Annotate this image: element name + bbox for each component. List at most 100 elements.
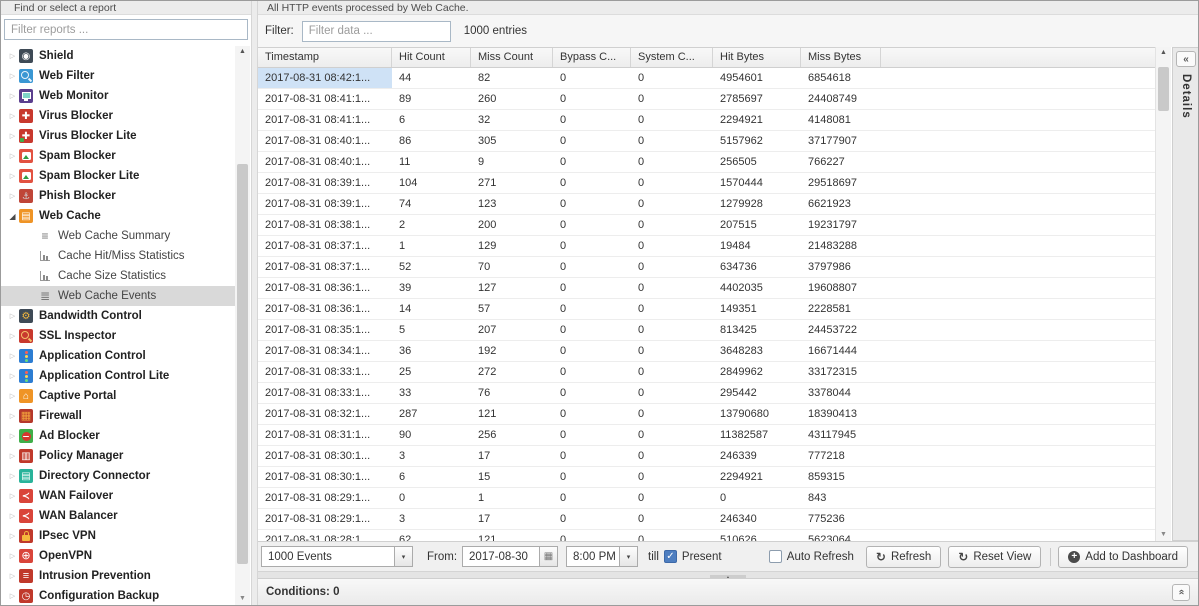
sidebar-scrollbar-thumb[interactable] (237, 164, 248, 564)
table-cell[interactable]: 766227 (808, 156, 845, 168)
table-cell[interactable]: 2017-08-31 08:31:1... (265, 429, 371, 441)
table-cell[interactable]: 0 (560, 114, 567, 126)
table-row[interactable]: 2017-08-31 08:33:1... 25 272 0 0 2849962 33172… (258, 362, 1155, 383)
table-cell[interactable]: 6854618 (808, 72, 851, 84)
collapsed-arrow-icon[interactable]: ▷ (9, 153, 16, 160)
table-cell[interactable]: 17 (478, 450, 491, 462)
table-cell[interactable]: 33172315 (808, 366, 857, 378)
table-cell[interactable]: 3648283 (720, 345, 763, 357)
sidebar-item-ipsec-vpn[interactable]: ▷ IPsec VPN (1, 526, 235, 546)
table-row[interactable]: 2017-08-31 08:36:1... 39 127 0 0 4402035 19608… (258, 278, 1155, 299)
table-cell[interactable]: 4954601 (720, 72, 763, 84)
table-cell[interactable]: 19231797 (808, 219, 857, 231)
table-cell[interactable]: 2017-08-31 08:38:1... (265, 219, 371, 231)
table-cell[interactable]: 70 (478, 261, 491, 273)
table-cell[interactable]: 0 (638, 114, 645, 126)
table-row[interactable]: 2017-08-31 08:29:1... 0 1 0 0 0 843 (258, 488, 1155, 509)
reset-view-button[interactable]: ↻ Reset View (948, 545, 1042, 568)
table-scrollbar-thumb[interactable] (1158, 67, 1169, 111)
table-cell[interactable]: 11382587 (720, 429, 769, 441)
table-cell[interactable]: 17 (478, 513, 491, 525)
table-cell[interactable]: 0 (560, 387, 567, 399)
table-row[interactable]: 2017-08-31 08:39:1... 104 271 0 0 1570444 2951… (258, 173, 1155, 194)
table-row[interactable]: 2017-08-31 08:28:1... 62 121 0 0 510626 562306… (258, 530, 1155, 541)
collapsed-arrow-icon[interactable]: ▷ (9, 173, 16, 180)
table-cell[interactable]: 0 (560, 450, 567, 462)
table-cell[interactable]: 0 (638, 282, 645, 294)
panel-splitter[interactable] (251, 1, 258, 605)
table-cell[interactable]: 1 (399, 240, 406, 252)
table-cell[interactable]: 0 (638, 303, 645, 315)
data-filter-input[interactable] (301, 20, 451, 42)
table-cell[interactable]: 0 (638, 240, 645, 252)
table-cell[interactable]: 192 (478, 345, 497, 357)
present-checkbox[interactable]: ✓ (663, 550, 677, 563)
sidebar-scrollbar[interactable]: ▲ ▼ (235, 46, 250, 605)
sidebar-item-ssl-inspector[interactable]: ▷ SSL Inspector (1, 326, 235, 346)
collapsed-arrow-icon[interactable]: ▷ (9, 413, 16, 420)
table-cell[interactable]: 19484 (720, 240, 751, 252)
table-cell[interactable]: 0 (560, 282, 567, 294)
sidebar-item-bandwidth-control[interactable]: ▷ Bandwidth Control (1, 306, 235, 326)
scroll-up-icon[interactable]: ▲ (1160, 49, 1167, 56)
collapsed-arrow-icon[interactable]: ▷ (9, 113, 16, 120)
table-row[interactable]: 2017-08-31 08:36:1... 14 57 0 0 149351 2228581 (258, 299, 1155, 320)
sidebar-item-web-monitor[interactable]: ▷ Web Monitor (1, 86, 235, 106)
table-cell[interactable]: 2017-08-31 08:29:1... (265, 492, 371, 504)
table-cell[interactable]: 0 (638, 429, 645, 441)
table-cell[interactable]: 37177907 (808, 135, 857, 147)
table-cell[interactable]: 2017-08-31 08:39:1... (265, 198, 371, 210)
table-cell[interactable]: 24453722 (808, 324, 857, 336)
collapsed-arrow-icon[interactable]: ▷ (9, 133, 16, 140)
collapsed-arrow-icon[interactable]: ▷ (9, 493, 16, 500)
table-cell[interactable]: 2017-08-31 08:30:1... (265, 471, 371, 483)
calendar-icon[interactable]: ▦ (539, 547, 558, 566)
table-cell[interactable]: 0 (638, 156, 645, 168)
table-cell[interactable]: 52 (399, 261, 412, 273)
table-cell[interactable]: 129 (478, 240, 497, 252)
sidebar-item-spam-blocker[interactable]: ▷ Spam Blocker (1, 146, 235, 166)
table-cell[interactable]: 57 (478, 303, 491, 315)
column-header-bypass-c[interactable]: Bypass C... (553, 48, 631, 67)
from-date-input[interactable]: 2017-08-30 ▦ (462, 546, 559, 567)
sidebar-item-policy-manager[interactable]: ▷ Policy Manager (1, 446, 235, 466)
table-cell[interactable]: 2228581 (808, 303, 851, 315)
table-row[interactable]: 2017-08-31 08:39:1... 74 123 0 0 1279928 66219… (258, 194, 1155, 215)
column-header-hit-bytes[interactable]: Hit Bytes (713, 48, 801, 67)
table-cell[interactable]: 2017-08-31 08:36:1... (265, 282, 371, 294)
table-cell[interactable]: 260 (478, 93, 497, 105)
column-header-system-c[interactable]: System C... (631, 48, 713, 67)
table-cell[interactable]: 2017-08-31 08:30:1... (265, 450, 371, 462)
table-row[interactable]: 2017-08-31 08:41:1... 89 260 0 0 2785697 24408… (258, 89, 1155, 110)
table-cell[interactable]: 2017-08-31 08:28:1... (265, 534, 371, 541)
table-cell[interactable]: 510626 (720, 534, 757, 541)
table-cell[interactable]: 127 (478, 282, 497, 294)
table-cell[interactable]: 0 (560, 408, 567, 420)
table-cell[interactable]: 76 (478, 387, 491, 399)
expanded-arrow-icon[interactable]: ◢ (9, 211, 16, 221)
table-cell[interactable]: 207 (478, 324, 497, 336)
table-cell[interactable]: 775236 (808, 513, 845, 525)
table-cell[interactable]: 21483288 (808, 240, 857, 252)
collapsed-arrow-icon[interactable]: ▷ (9, 553, 16, 560)
table-cell[interactable]: 246339 (720, 450, 757, 462)
table-cell[interactable]: 0 (638, 135, 645, 147)
column-header-miss-count[interactable]: Miss Count (471, 48, 553, 67)
table-cell[interactable]: 0 (638, 534, 645, 541)
table-cell[interactable]: 0 (560, 303, 567, 315)
table-cell[interactable]: 2017-08-31 08:33:1... (265, 366, 371, 378)
table-cell[interactable]: 89 (399, 93, 412, 105)
table-row[interactable]: 2017-08-31 08:31:1... 90 256 0 0 11382587 4311… (258, 425, 1155, 446)
table-cell[interactable]: 0 (560, 261, 567, 273)
table-cell[interactable]: 2294921 (720, 471, 763, 483)
table-cell[interactable]: 90 (399, 429, 412, 441)
table-cell[interactable]: 0 (560, 471, 567, 483)
sidebar-item-shield[interactable]: ▷ Shield (1, 46, 235, 66)
table-cell[interactable]: 0 (638, 93, 645, 105)
table-row[interactable]: 2017-08-31 08:30:1... 3 17 0 0 246339 777218 (258, 446, 1155, 467)
sidebar-item-web-cache-summary[interactable]: Web Cache Summary (1, 226, 235, 246)
table-cell[interactable]: 0 (638, 345, 645, 357)
table-cell[interactable]: 4402035 (720, 282, 763, 294)
table-cell[interactable]: 0 (638, 471, 645, 483)
sidebar-item-intrusion-prevention[interactable]: ▷ Intrusion Prevention (1, 566, 235, 586)
